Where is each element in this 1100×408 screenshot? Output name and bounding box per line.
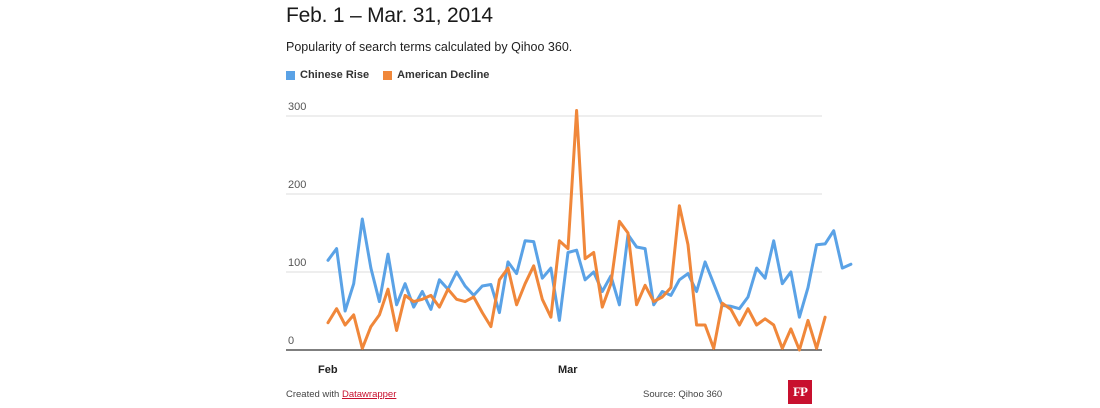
fp-logo: FP (788, 380, 812, 404)
legend-label-chinese-rise: Chinese Rise (300, 69, 370, 81)
x-tick-label-feb: Feb (318, 364, 338, 376)
y-tick-label-0: 0 (288, 335, 294, 347)
legend: Chinese Rise American Decline (286, 68, 503, 82)
datawrapper-link[interactable]: Datawrapper (341, 389, 397, 400)
legend-item-chinese-rise: Chinese Rise (286, 69, 369, 81)
legend-swatch-american-decline (383, 70, 393, 80)
chart-subtitle: Popularity of search terms calculated by… (286, 40, 573, 54)
chart-title: Feb. 1 – Mar. 31, 2014 (286, 4, 493, 27)
footer-credit-prefix: Created with (286, 389, 342, 400)
x-tick-label-mar: Mar (558, 364, 578, 376)
legend-item-american-decline: American Decline (383, 69, 489, 81)
y-tick-label-100: 100 (288, 257, 306, 269)
footer-source: Source: Qihoo 360 (643, 389, 723, 400)
y-tick-label-200: 200 (288, 179, 306, 191)
series-line-american-decline (326, 109, 827, 352)
legend-swatch-chinese-rise (286, 70, 295, 80)
legend-label-american-decline: American Decline (397, 69, 490, 81)
y-tick-label-300: 300 (288, 101, 306, 113)
footer-credit: Created with Datawrapper (286, 389, 396, 400)
series-line-chinese-rise (326, 217, 853, 322)
